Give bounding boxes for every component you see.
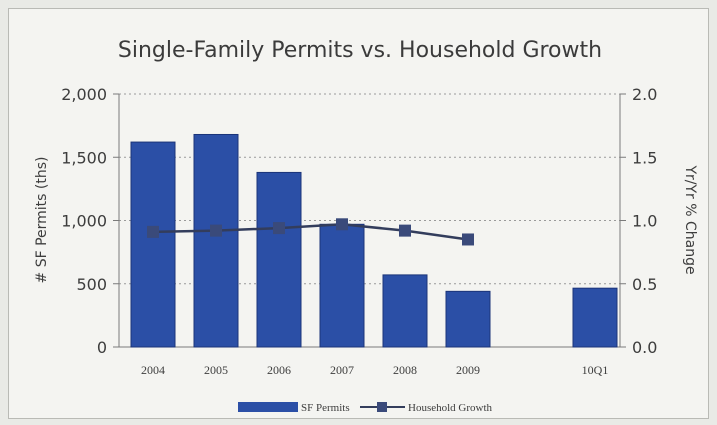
left-tick-label: 1,500: [61, 148, 107, 167]
x-tick-label: 2007: [330, 363, 354, 377]
household-growth-marker: [336, 218, 348, 231]
bar-10Q1: [572, 287, 618, 348]
right-y-ticks: 0.0 0.5 1.0 1.5 2.0: [620, 85, 657, 357]
right-tick-label: 2.0: [632, 85, 657, 104]
line-series: [147, 218, 474, 246]
y-axis-label-right: Yr/Yr % Change: [682, 164, 698, 274]
chart-frame: [8, 8, 709, 419]
household-growth-line: [152, 223, 469, 241]
bar-2004: [130, 141, 176, 348]
y-axis-label-left: # SF Permits (ths): [34, 157, 50, 284]
household-growth-marker: [273, 222, 285, 235]
legend-label-household-growth: Household Growth: [408, 402, 493, 414]
left-tick-label: 0: [97, 338, 107, 357]
left-tick-label: 500: [76, 275, 107, 294]
x-tick-label: 2005: [204, 363, 228, 377]
household-growth-marker: [210, 224, 222, 237]
bar-2007: [319, 223, 365, 348]
legend: SF Permits Household Growth: [238, 402, 493, 414]
bar-2005: [193, 133, 239, 348]
right-tick-label: 1.0: [632, 212, 657, 231]
bar-2006: [256, 171, 302, 348]
legend-swatch-sf-permits: [238, 402, 298, 412]
legend-label-sf-permits: SF Permits: [301, 402, 350, 414]
right-tick-label: 0.0: [632, 338, 657, 357]
x-tick-label: 2008: [393, 363, 417, 377]
household-growth-marker: [462, 233, 474, 246]
right-tick-label: 1.5: [632, 148, 657, 167]
x-tick-label: 2006: [267, 363, 291, 377]
bar-series: [130, 133, 618, 348]
chart-title: Single-Family Permits vs. Household Grow…: [118, 38, 602, 63]
x-tick-label: 2009: [456, 363, 480, 377]
left-y-ticks: 0 500 1,000 1,500 2,000: [61, 85, 119, 357]
right-tick-label: 0.5: [632, 275, 657, 294]
left-tick-label: 2,000: [61, 85, 107, 104]
x-tick-label: 10Q1: [582, 363, 609, 377]
legend-marker-household-growth: [377, 402, 387, 412]
x-ticks: 2004 2005 2006 2007 2008 2009 10Q1: [141, 363, 608, 377]
bar-2009: [445, 290, 491, 348]
household-growth-marker: [147, 225, 159, 238]
left-tick-label: 1,000: [61, 212, 107, 231]
x-tick-label: 2004: [141, 363, 165, 377]
bar-2008: [382, 274, 428, 348]
household-growth-marker: [399, 224, 411, 237]
